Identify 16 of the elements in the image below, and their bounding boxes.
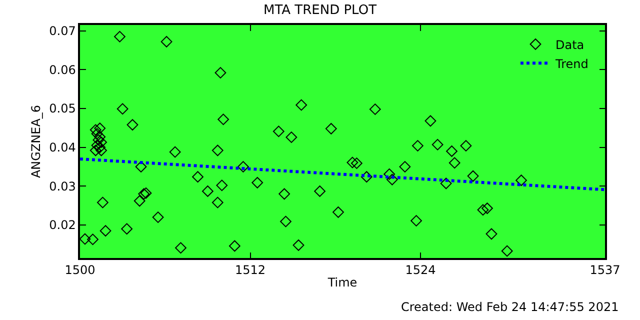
chart-title: MTA TREND PLOT <box>263 2 377 18</box>
y-tick-label: 0.02 <box>49 218 76 232</box>
y-tick-label: 0.05 <box>49 102 76 116</box>
legend-label: Data <box>556 38 584 52</box>
y-tick-label: 0.03 <box>49 179 76 194</box>
text: Created: Wed Feb 24 14:47:55 2021 <box>401 300 619 314</box>
x-tick-label: 1524 <box>405 263 436 278</box>
y-axis-title: ANGZNEA_6 <box>28 104 43 178</box>
x-tick-label: 1512 <box>234 263 266 278</box>
y-tick-label: 0.07 <box>49 24 76 38</box>
x-tick-label: 1537 <box>590 263 620 278</box>
x-tick-label: 1500 <box>64 263 96 278</box>
legend-label: Trend <box>554 56 588 71</box>
y-tick-label: 0.06 <box>49 62 76 77</box>
x-axis-title: Time <box>326 276 358 290</box>
y-tick-label: 0.04 <box>49 140 76 155</box>
